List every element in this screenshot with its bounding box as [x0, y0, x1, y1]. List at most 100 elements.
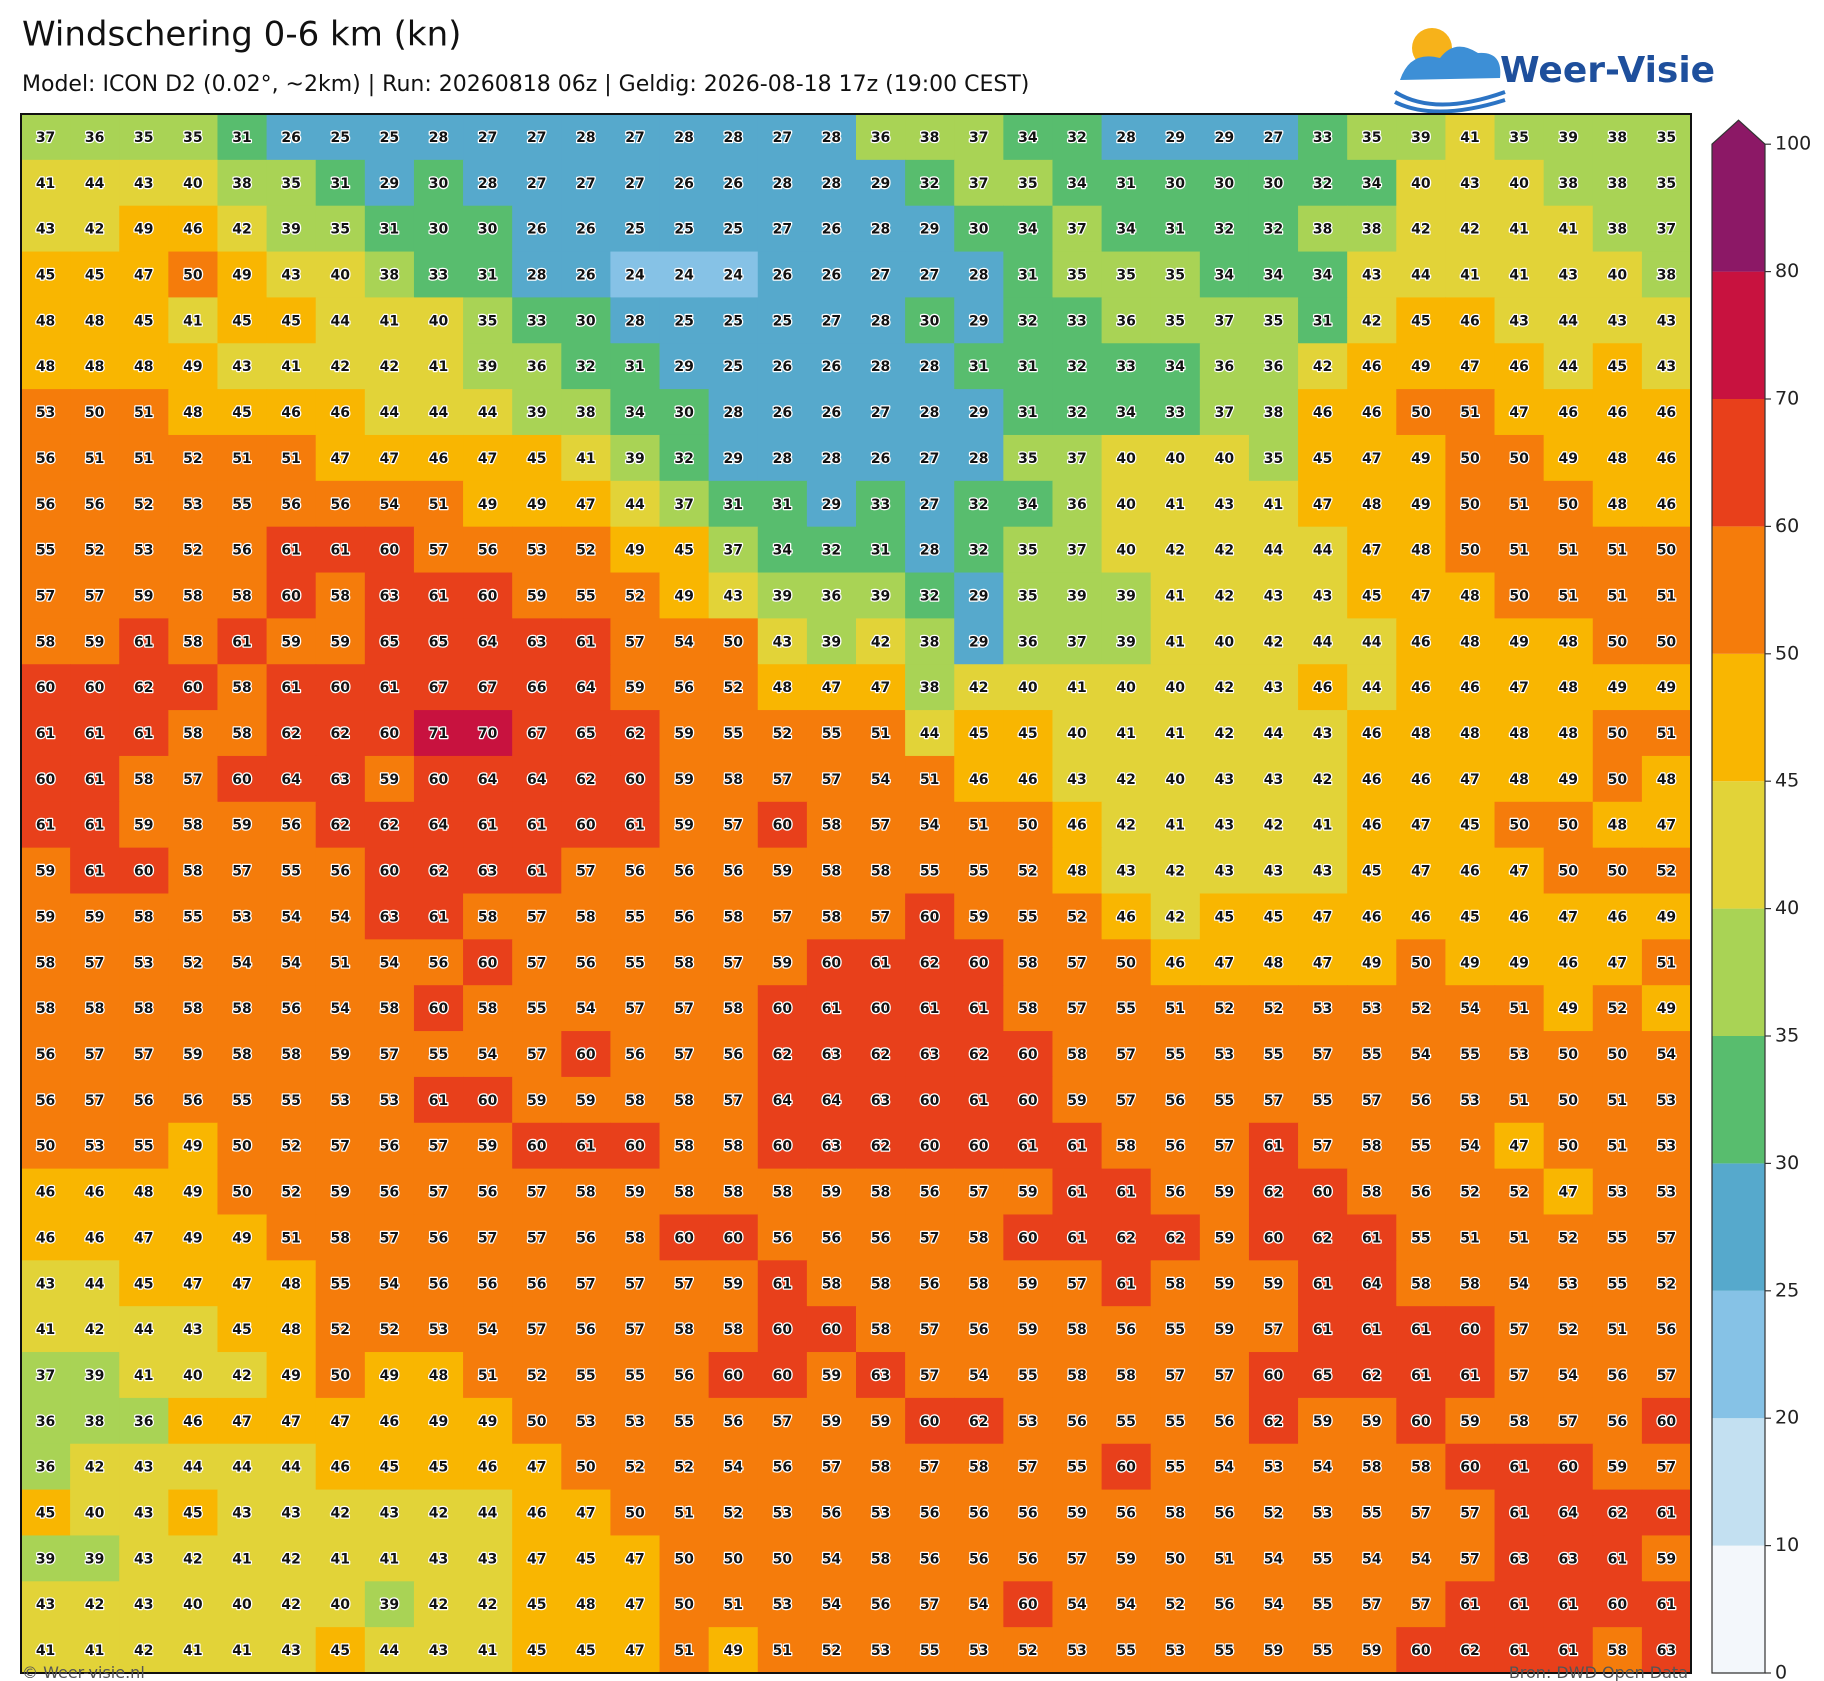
value-label: 37 — [1067, 634, 1086, 650]
value-label: 54 — [1215, 1460, 1235, 1476]
value-label: 43 — [1657, 313, 1676, 329]
field-cell — [1396, 1535, 1447, 1582]
value-label: 59 — [773, 864, 792, 880]
value-label: 37 — [674, 497, 693, 513]
field-cell — [561, 664, 612, 711]
value-label: 53 — [85, 1139, 104, 1155]
colorbar-tick-label: 60 — [1775, 515, 1799, 537]
value-label: 58 — [478, 909, 497, 925]
value-label: 39 — [478, 359, 497, 375]
field-cell — [1199, 297, 1250, 344]
field-cell — [1150, 801, 1201, 849]
field-cell — [315, 664, 366, 711]
field-cell — [1494, 1352, 1545, 1399]
field-cell — [610, 1627, 661, 1674]
field-cell — [1150, 1627, 1201, 1674]
field-cell — [659, 664, 710, 711]
field-cell — [1494, 1076, 1545, 1124]
field-cell — [364, 251, 415, 299]
value-label: 46 — [1411, 772, 1430, 788]
value-label: 60 — [134, 864, 154, 880]
field-cell — [708, 389, 759, 436]
field-cell — [757, 1306, 808, 1353]
value-label: 56 — [1166, 1185, 1185, 1201]
value-label: 45 — [527, 451, 546, 467]
field-cell — [905, 1627, 955, 1674]
value-label: 60 — [969, 955, 989, 971]
value-label: 34 — [1067, 176, 1087, 192]
field-cell — [168, 1443, 219, 1491]
value-label: 53 — [1362, 1001, 1381, 1017]
field-cell — [1396, 343, 1447, 390]
value-label: 54 — [1558, 1368, 1578, 1384]
field-cell — [1543, 618, 1594, 665]
value-label: 47 — [134, 1230, 153, 1246]
value-label: 58 — [478, 1001, 497, 1017]
value-label: 36 — [822, 588, 841, 604]
field-cell — [315, 389, 366, 436]
value-label: 58 — [232, 1047, 251, 1063]
field-cell — [1101, 1260, 1152, 1307]
field-cell — [659, 1260, 710, 1307]
value-label: 45 — [576, 1643, 595, 1659]
field-cell — [266, 434, 317, 482]
value-label: 27 — [871, 267, 890, 283]
field-cell — [217, 1122, 268, 1170]
field-cell — [413, 801, 464, 849]
field-cell — [1199, 1443, 1250, 1491]
value-label: 39 — [85, 1551, 104, 1567]
value-label: 45 — [429, 1460, 448, 1476]
field-cell — [856, 297, 906, 344]
field-cell — [1641, 251, 1692, 299]
field-cell — [364, 297, 415, 344]
value-label: 58 — [1411, 1460, 1430, 1476]
field-cell — [1347, 1031, 1397, 1078]
field-cell — [1347, 1535, 1397, 1582]
map-title: Windschering 0-6 km (kn) — [22, 15, 461, 55]
field-cell — [1150, 205, 1201, 253]
field-cell — [266, 1168, 317, 1216]
value-label: 55 — [625, 955, 644, 971]
field-cell — [21, 939, 71, 986]
value-label: 41 — [183, 1643, 202, 1659]
field-cell — [1347, 251, 1397, 299]
field-cell — [70, 1581, 120, 1628]
field-cell — [561, 434, 612, 482]
field-cell — [1445, 343, 1496, 390]
field-cell — [119, 572, 169, 619]
colorbar-segment — [1712, 271, 1765, 399]
field-cell — [1347, 664, 1397, 711]
field-cell — [1052, 251, 1103, 299]
value-label: 53 — [232, 909, 251, 925]
field-cell — [413, 1443, 464, 1491]
value-label: 39 — [1116, 634, 1135, 650]
field-cell — [757, 1397, 808, 1445]
value-label: 61 — [1460, 1368, 1479, 1384]
field-cell — [708, 1443, 759, 1491]
field-cell — [119, 847, 169, 895]
field-cell — [1003, 801, 1054, 849]
colorbar-segment — [1712, 526, 1765, 654]
value-label: 58 — [723, 1139, 742, 1155]
field-cell — [1445, 1489, 1496, 1537]
field-cell — [463, 1260, 513, 1307]
value-label: 61 — [625, 818, 644, 834]
field-cell — [1641, 205, 1692, 253]
value-label: 43 — [1264, 772, 1283, 788]
field-cell — [1543, 1076, 1594, 1124]
value-label: 34 — [1018, 130, 1038, 146]
field-cell — [1347, 1443, 1397, 1491]
value-label: 59 — [1067, 1506, 1086, 1522]
value-label: 55 — [1166, 1414, 1185, 1430]
value-label: 61 — [134, 726, 153, 742]
field-cell — [1445, 710, 1496, 757]
value-label: 56 — [1411, 1093, 1430, 1109]
field-cell — [1396, 1627, 1447, 1674]
field-cell — [610, 847, 661, 895]
value-label: 54 — [822, 1551, 842, 1567]
value-label: 37 — [1657, 222, 1676, 238]
field-cell — [954, 1122, 1004, 1170]
field-cell — [1052, 159, 1103, 207]
field-cell — [168, 480, 219, 528]
field-cell — [1445, 1581, 1496, 1628]
